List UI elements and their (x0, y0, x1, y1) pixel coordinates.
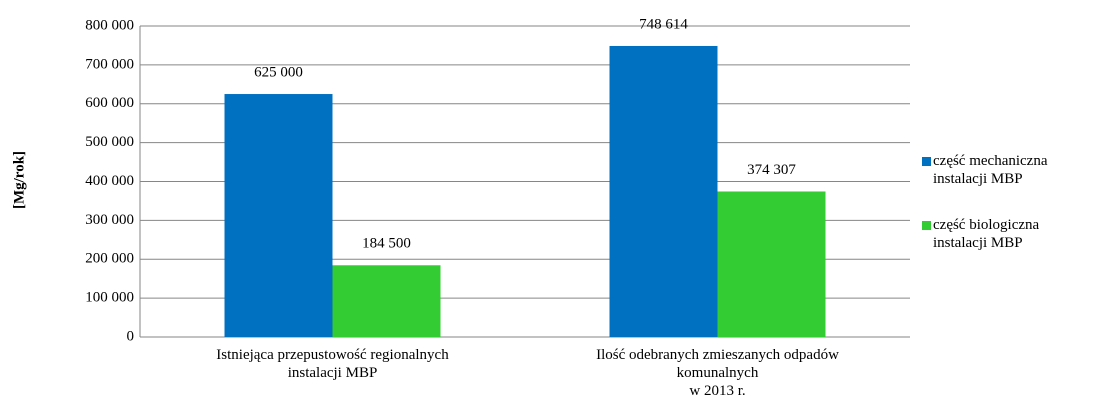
legend-label: część biologiczna instalacji MBP (933, 217, 1040, 251)
y-tick-label: 800 000 (85, 17, 134, 33)
bar (717, 191, 826, 337)
bar (609, 45, 718, 337)
y-tick-label: 0 (127, 328, 135, 344)
y-tick-label: 100 000 (85, 290, 134, 306)
y-tick-label: 200 000 (85, 251, 134, 267)
y-tick-label: 600 000 (85, 95, 134, 111)
x-tick-label: Ilość odebranych zmieszanych odpadów kom… (596, 347, 839, 399)
legend-label: część mechaniczna instalacji MBP (933, 153, 1048, 187)
legend-swatch (922, 157, 931, 166)
value-label: 748 614 (639, 16, 688, 32)
bar (224, 94, 333, 337)
value-label: 625 000 (254, 64, 303, 80)
y-tick-label: 300 000 (85, 212, 134, 228)
value-label: 184 500 (362, 236, 411, 252)
y-axis-label: [Mg/rok] (11, 151, 27, 209)
value-label: 374 307 (747, 162, 796, 178)
x-tick-label: Istniejąca przepustowość regionalnych in… (216, 347, 449, 381)
y-tick-label: 700 000 (85, 56, 134, 72)
legend-swatch (922, 221, 931, 230)
y-tick-label: 500 000 (85, 134, 134, 150)
y-tick-label: 400 000 (85, 173, 134, 189)
bar (332, 265, 441, 337)
